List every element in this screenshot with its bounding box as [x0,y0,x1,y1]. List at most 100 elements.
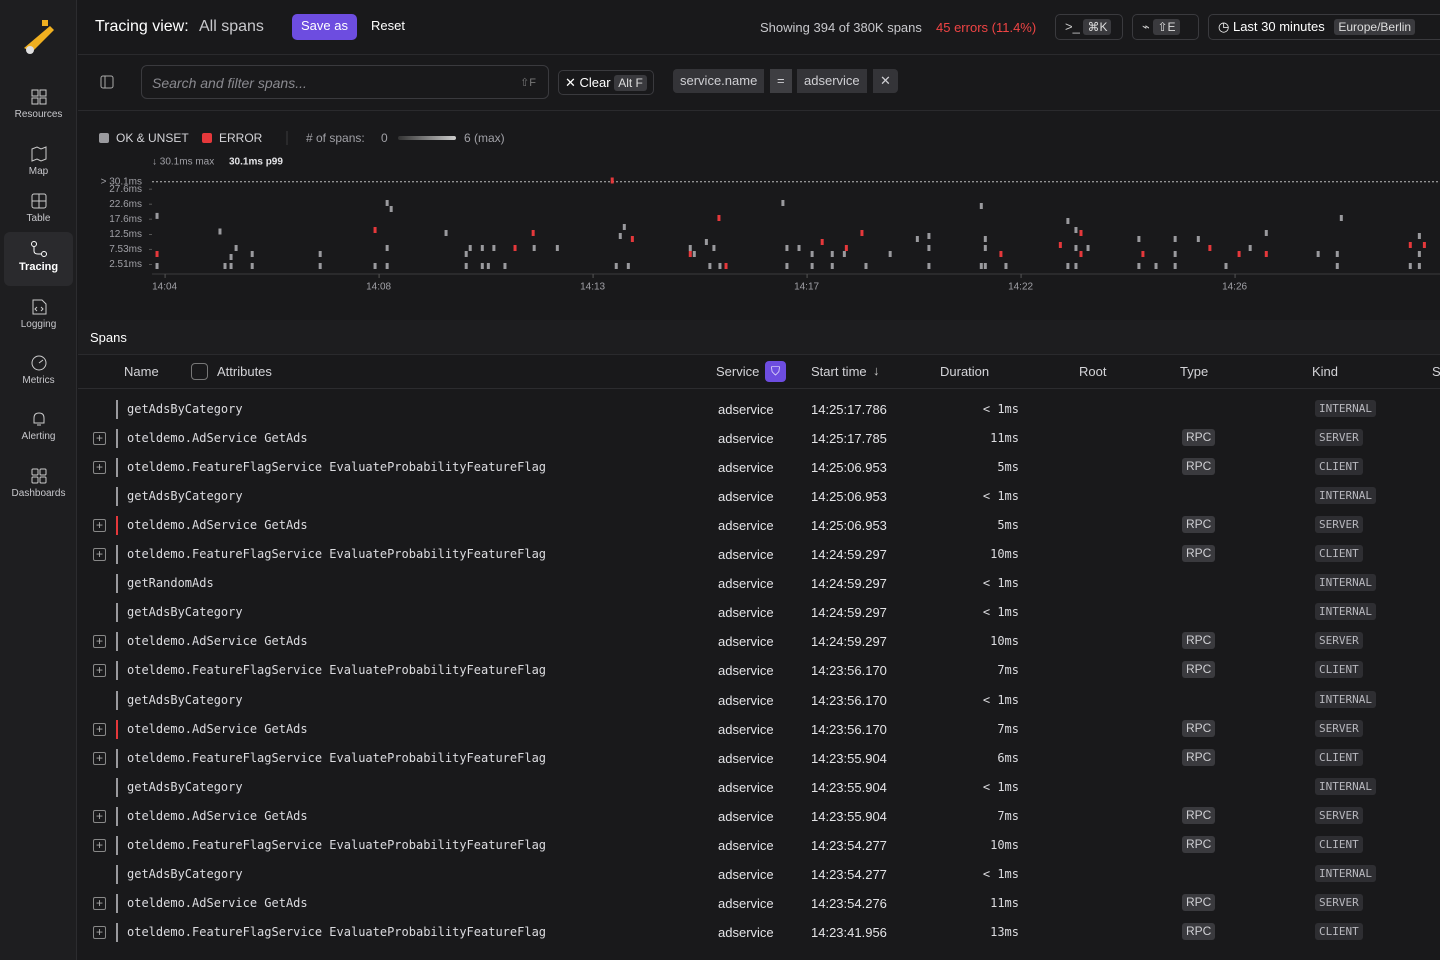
span-point [250,263,254,269]
expand-toggle[interactable]: + [93,461,106,475]
span-point [842,251,846,257]
cell-duration: < 1ms [982,692,1019,707]
span-point [385,245,389,251]
table-row[interactable]: + oteldemo.AdService GetAds adservice 14:23… [78,802,1440,831]
service-filter[interactable]: ⛉ [765,361,786,382]
column-header[interactable]: Kind [1312,364,1339,379]
expand-toggle[interactable]: + [93,548,106,562]
expand-toggle[interactable]: + [93,432,106,446]
chip-remove[interactable]: ✕ [873,69,898,93]
table-row[interactable]: + oteldemo.AdService GetAds adservice 14:25… [78,511,1440,540]
cell-start: 14:25:06.953 [811,489,887,505]
table-row[interactable]: getRandomAds adservice 14:24:59.297 < 1ms IN… [78,569,1440,598]
status-bar [116,806,118,826]
table-row[interactable]: + oteldemo.FeatureFlagService EvaluatePro… [78,540,1440,569]
table-row[interactable]: getAdsByCategory adservice 14:25:06.953 < 1… [78,482,1440,511]
sort-indicator: ↓ [873,363,880,378]
cell-start: 14:23:56.170 [811,721,887,737]
column-header[interactable]: S [1432,364,1440,379]
max-label: ↓ 30.1ms max [152,157,214,168]
span-point [688,251,692,257]
span-point [1173,263,1177,269]
nav-item[interactable]: Alerting [4,402,73,456]
table-row[interactable]: getAdsByCategory adservice 14:23:55.904 < 1… [78,773,1440,802]
nav-item[interactable]: Resources [4,80,73,134]
nav-item[interactable]: Dashboards [4,459,73,513]
status-bar [116,835,118,855]
spans-header: Spans [78,320,1440,355]
column-header[interactable]: Duration [940,364,990,379]
nav-item[interactable]: Tracing [4,232,73,286]
table-row[interactable]: getAdsByCategory adservice 14:24:59.297 < 1… [78,598,1440,627]
panel-toggle[interactable] [100,75,114,89]
cell-duration: < 1ms [982,605,1019,620]
table-row[interactable]: + oteldemo.FeatureFlagService EvaluatePro… [78,744,1440,773]
cell-duration: 5ms [997,460,1019,475]
attributes-checkbox[interactable] [191,363,208,380]
table-row[interactable]: + oteldemo.FeatureFlagService EvaluatePro… [78,656,1440,685]
column-header[interactable]: Type [1180,364,1209,379]
table-row[interactable]: getAdsByCategory adservice 14:25:17.786 < 1… [78,395,1440,424]
cell-name: oteldemo.AdService GetAds [127,431,308,446]
expand-toggle[interactable]: + [93,664,106,678]
y-tick-label: 12.5ms [109,229,142,240]
expand-toggle[interactable]: + [93,751,106,765]
expand-toggle[interactable]: + [93,925,106,939]
table-row[interactable]: + oteldemo.FeatureFlagService EvaluatePro… [78,831,1440,860]
column-header[interactable]: Service [716,364,760,379]
column-header[interactable]: Start time [811,364,867,379]
span-point [1408,242,1412,248]
cell-service: adservice [718,634,774,650]
command-button[interactable]: >_ ⌘K [1055,14,1123,40]
span-point [1417,263,1421,269]
span-point [1066,218,1070,224]
kind-tag: INTERNAL [1315,574,1376,592]
cell-duration: 10ms [990,837,1019,852]
chart: OK & UNSET ERROR # of spans: 0 6 (max) ↓ 30.1… [99,131,1440,293]
column-header[interactable]: Root [1079,364,1107,379]
column-header[interactable]: Attributes [217,364,272,379]
kind-tag: CLIENT [1315,661,1363,679]
search-box[interactable]: Search and filter spans... ⇧F [141,65,549,99]
status-bar [116,632,118,652]
table-header: Name Attributes Service Start time Duration R… [78,355,1440,389]
column-header[interactable]: Name [124,364,159,379]
kind-tag: SERVER [1315,632,1363,650]
clear-button[interactable]: ✕ Clear Alt F [558,70,654,95]
span-point [532,245,536,251]
explore-button[interactable]: ⌁ ⇧E [1132,14,1199,40]
span-point [1335,251,1339,257]
span-point [844,245,848,251]
table-row[interactable]: + oteldemo.AdService GetAds adservice 14:23… [78,715,1440,744]
expand-toggle[interactable]: + [93,519,106,533]
expand-toggle[interactable]: + [93,809,106,823]
expand-toggle[interactable]: + [93,635,106,649]
nav-item[interactable]: Logging [4,290,73,344]
cell-name: oteldemo.FeatureFlagService EvaluateProb… [127,837,547,852]
reset-button[interactable]: Reset [371,18,405,33]
status-bar [116,690,118,710]
expand-toggle[interactable]: + [93,722,106,736]
nav-item[interactable]: Table [4,184,73,238]
table-row[interactable]: + oteldemo.AdService GetAds adservice 14:24… [78,627,1440,656]
table-row[interactable]: + oteldemo.AdService GetAds adservice 14:25… [78,424,1440,453]
span-point [1058,242,1062,248]
kbd: ⇧E [1153,19,1180,35]
header: Tracing view: All spans Save as Reset Sh… [78,0,1440,55]
table-row[interactable]: + oteldemo.FeatureFlagService EvaluatePro… [78,918,1440,947]
table-row[interactable]: + oteldemo.AdService GetAds adservice 14:23… [78,889,1440,918]
expand-toggle[interactable]: + [93,838,106,852]
expand-toggle[interactable]: + [93,896,106,910]
table-row[interactable]: + oteldemo.FeatureFlagService EvaluatePro… [78,453,1440,482]
kind-tag: INTERNAL [1315,864,1376,882]
nav-item[interactable]: Metrics [4,346,73,400]
nav-icon [31,193,46,209]
save-button[interactable]: Save as [292,14,357,40]
span-point [1264,230,1268,236]
time-picker[interactable]: ◷ Last 30 minutes Europe/Berlin [1208,14,1440,40]
nav-item[interactable]: Map [4,137,73,191]
view-name[interactable]: All spans [199,18,264,35]
span-point [503,263,507,269]
table-row[interactable]: getAdsByCategory adservice 14:23:56.170 < 1… [78,686,1440,715]
table-row[interactable]: getAdsByCategory adservice 14:23:54.277 < 1… [78,860,1440,889]
